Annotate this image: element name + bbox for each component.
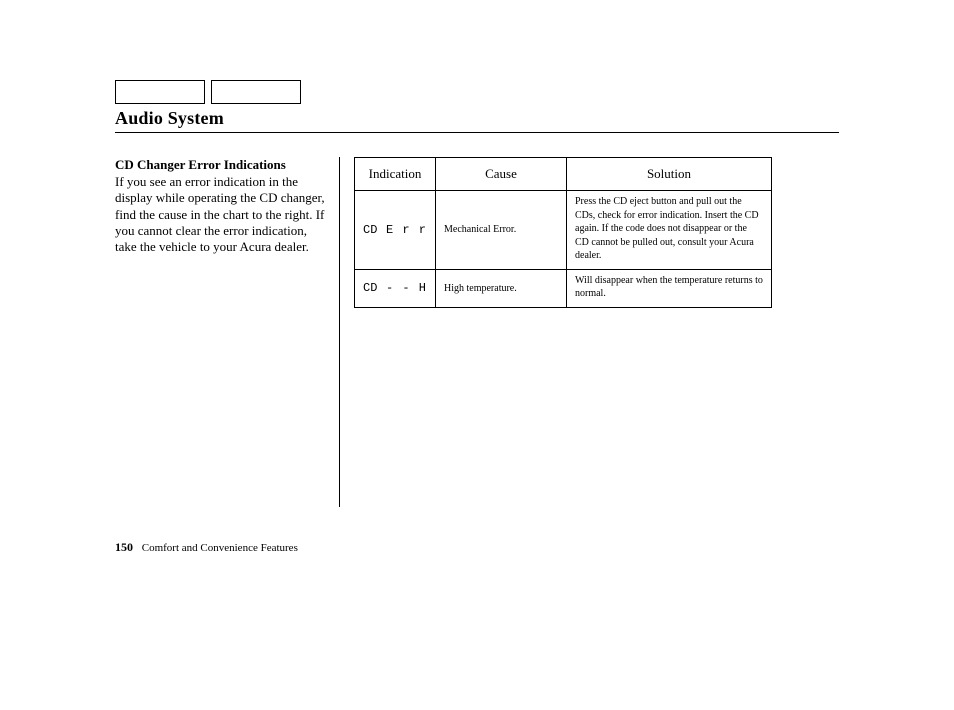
title-row: Audio System (115, 108, 839, 133)
section-subhead: CD Changer Error Indications (115, 157, 327, 173)
cause-cell: High temperature. (436, 269, 567, 307)
error-table: Indication Cause Solution CD E r r M (354, 157, 772, 308)
indication-cell: CD E r r (355, 191, 436, 270)
indication-right: - - H (386, 281, 427, 295)
left-column: CD Changer Error Indications If you see … (115, 157, 340, 507)
page-title: Audio System (115, 108, 224, 128)
th-solution: Solution (567, 158, 772, 191)
indication-left: CD (363, 281, 377, 295)
indication-right: E r r (386, 223, 427, 237)
tab-box-1 (115, 80, 205, 104)
right-column: Indication Cause Solution CD E r r M (340, 157, 839, 308)
section-body: If you see an error indication in the di… (115, 174, 327, 255)
solution-cell: Press the CD eject button and pull out t… (567, 191, 772, 270)
th-indication: Indication (355, 158, 436, 191)
indication-left: CD (363, 223, 377, 237)
cause-cell: Mechanical Error. (436, 191, 567, 270)
indication-cell: CD - - H (355, 269, 436, 307)
th-cause: Cause (436, 158, 567, 191)
table-row: CD E r r Mechanical Error. Press the CD … (355, 191, 772, 270)
solution-cell: Will disappear when the temperature retu… (567, 269, 772, 307)
page-number: 150 (115, 540, 133, 554)
page-footer: 150 Comfort and Convenience Features (115, 540, 298, 555)
header-tabs (115, 80, 839, 104)
tab-box-2 (211, 80, 301, 104)
table-row: CD - - H High temperature. Will disappea… (355, 269, 772, 307)
section-name: Comfort and Convenience Features (142, 542, 298, 554)
